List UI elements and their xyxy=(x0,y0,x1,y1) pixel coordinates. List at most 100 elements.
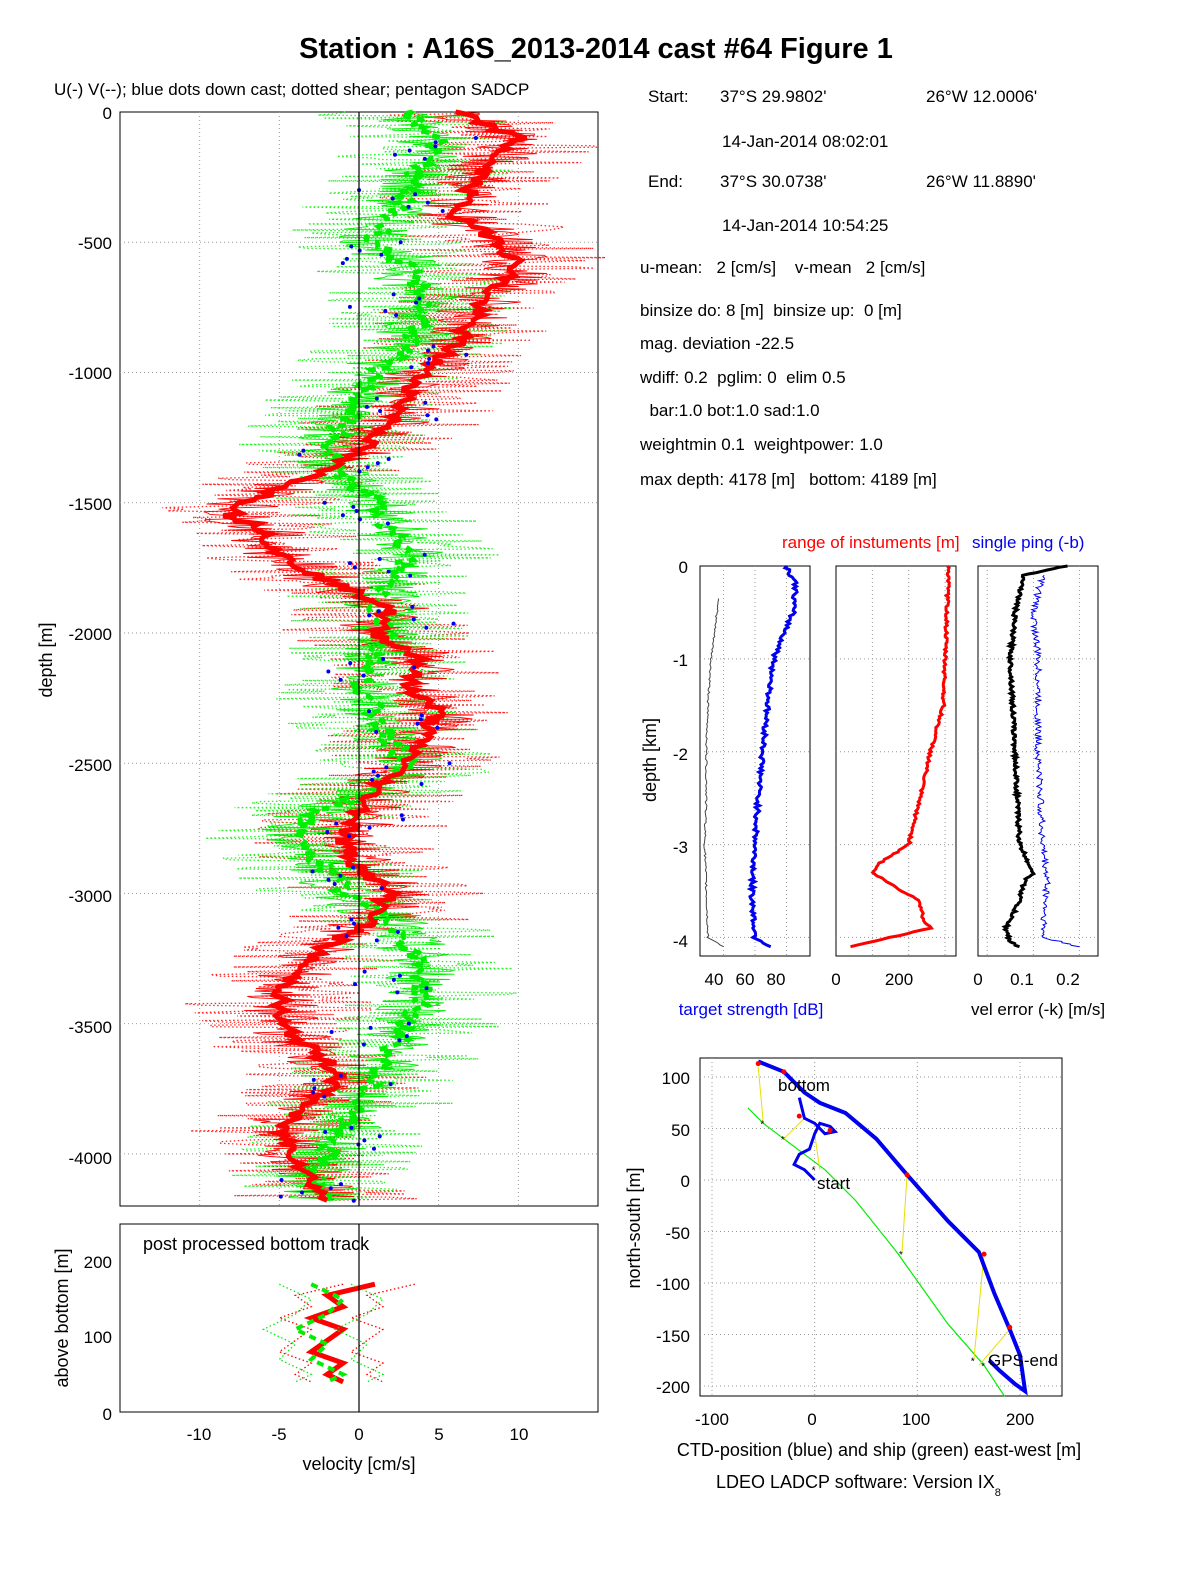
downcast-dot xyxy=(354,509,359,514)
downcast-dot xyxy=(349,244,354,249)
ctd-loop xyxy=(792,1097,839,1182)
downcast-dot xyxy=(334,821,339,826)
downcast-dot xyxy=(394,313,399,318)
downcast-dot xyxy=(348,561,353,566)
xtick-label: 0 xyxy=(807,1410,816,1429)
downcast-dot xyxy=(362,969,367,974)
downcast-dot xyxy=(344,934,349,939)
ts-xlabel: target strength [dB] xyxy=(679,1000,824,1019)
target-strength-line xyxy=(746,564,800,949)
downcast-dot xyxy=(447,761,452,766)
downcast-dot xyxy=(326,669,331,674)
downcast-dot xyxy=(367,825,372,830)
downcast-dot xyxy=(406,1021,411,1026)
downcast-dot xyxy=(338,1182,343,1187)
start-lon: 26°W 12.0006' xyxy=(926,87,1037,106)
ship-marker: * xyxy=(812,1166,816,1177)
downcast-dot xyxy=(377,1134,382,1139)
ship-marker: * xyxy=(899,1250,903,1261)
downcast-dot xyxy=(426,348,431,353)
track-panel: * * * * * * bottom start GPS-end 100 50 0 -50… xyxy=(624,1057,1081,1460)
bottom-annotation: post processed bottom track xyxy=(143,1234,370,1254)
main-yticks: 0 -500 -1000 -1500 -2000 -2500 -3000 -35… xyxy=(69,104,112,1168)
xtick-label: 200 xyxy=(1006,1410,1034,1429)
downcast-dot xyxy=(329,1030,334,1035)
downcast-dot xyxy=(370,777,375,782)
mean-line: u-mean: 2 [cm/s] v-mean 2 [cm/s] xyxy=(640,258,925,277)
downcast-dot xyxy=(381,657,386,661)
downcast-dot xyxy=(409,365,414,370)
velerr-xticks: 0 0.1 0.2 xyxy=(973,970,1080,989)
u-profile-line xyxy=(222,109,528,1203)
downcast-dot xyxy=(397,1038,402,1043)
downcast-dot xyxy=(410,604,415,609)
downcast-dot xyxy=(414,300,419,305)
downcast-dot xyxy=(424,986,429,991)
velerr-axes-box xyxy=(977,565,1099,957)
downcast-dot xyxy=(374,938,379,943)
xtick-label: 10 xyxy=(510,1425,529,1444)
small-title-blue: single ping (-b) xyxy=(972,533,1084,552)
downcast-dot xyxy=(347,834,352,839)
downcast-dot xyxy=(388,1082,393,1087)
downcast-dot xyxy=(440,208,445,213)
downcast-dot xyxy=(364,404,369,409)
downcast-dot xyxy=(310,1090,315,1095)
downcast-dot xyxy=(412,665,417,670)
vel-error-line xyxy=(1001,564,1068,949)
downcast-dot xyxy=(351,504,356,509)
ts-xticks: 40 60 80 xyxy=(705,970,786,989)
downcast-dot xyxy=(336,925,341,930)
downcast-dot xyxy=(427,356,432,361)
downcast-dot xyxy=(397,973,402,978)
downcast-dot xyxy=(351,1198,356,1203)
xtick-label: 0.1 xyxy=(1010,970,1034,989)
downcast-dot xyxy=(352,921,357,926)
bar-line: bar:1.0 bot:1.0 sad:1.0 xyxy=(640,401,820,420)
ship-marker: * xyxy=(971,1356,975,1367)
downcast-dot xyxy=(338,1073,343,1078)
xtick-label: 0 xyxy=(354,1425,363,1444)
downcast-dot xyxy=(368,1025,373,1030)
u-thin-line xyxy=(203,111,548,1201)
xtick-label: 0.2 xyxy=(1056,970,1080,989)
end-lat: 37°S 30.0738' xyxy=(720,172,826,191)
v-shear-dotted xyxy=(205,111,517,1201)
xtick-label: 0 xyxy=(831,970,840,989)
connector-line xyxy=(757,1066,764,1124)
downcast-dot xyxy=(407,148,412,153)
depth-line: max depth: 4178 [m] bottom: 4189 [m] xyxy=(640,470,937,489)
downcast-dot xyxy=(415,721,420,726)
downcast-dot xyxy=(391,292,396,297)
downcast-dot xyxy=(353,982,358,987)
bottom-panel: post processed bottom track 200 100 0 -1… xyxy=(52,1223,599,1474)
downcast-dot xyxy=(424,625,429,630)
downcast-dot xyxy=(352,565,357,570)
downcast-dot xyxy=(362,1138,367,1143)
ytick-label: -200 xyxy=(656,1378,690,1397)
downcast-dot xyxy=(398,240,403,245)
u-shear-dotted xyxy=(162,111,606,1201)
downcast-dot xyxy=(417,296,422,301)
downcast-dot xyxy=(383,309,388,314)
downcast-dot xyxy=(434,417,439,422)
downcast-dot xyxy=(344,256,349,261)
track-label-gps: GPS-end xyxy=(988,1351,1058,1370)
ctd-marker xyxy=(781,1069,787,1075)
single-ping-line xyxy=(1029,574,1080,948)
bottom-xlabel: velocity [cm/s] xyxy=(302,1454,415,1474)
ytick-label: 0 xyxy=(679,558,688,577)
downcast-dot xyxy=(433,140,438,145)
ship-marker: * xyxy=(781,1135,785,1146)
end-lon: 26°W 11.8890' xyxy=(926,172,1036,191)
xtick-label: -100 xyxy=(695,1410,729,1429)
downcast-dot xyxy=(419,782,424,787)
main-panel: 0 -500 -1000 -1500 -2000 -2500 -3000 -35… xyxy=(36,104,606,1207)
ctd-marker xyxy=(1007,1324,1013,1330)
start-time: 14-Jan-2014 08:02:01 xyxy=(722,132,888,151)
ctd-marker xyxy=(904,1172,910,1178)
ytick-label: 0 xyxy=(103,1405,112,1424)
downcast-dot xyxy=(384,765,389,770)
small-yticks: 0 -1 -2 -3 -4 xyxy=(673,558,688,951)
downcast-dot xyxy=(418,717,423,722)
